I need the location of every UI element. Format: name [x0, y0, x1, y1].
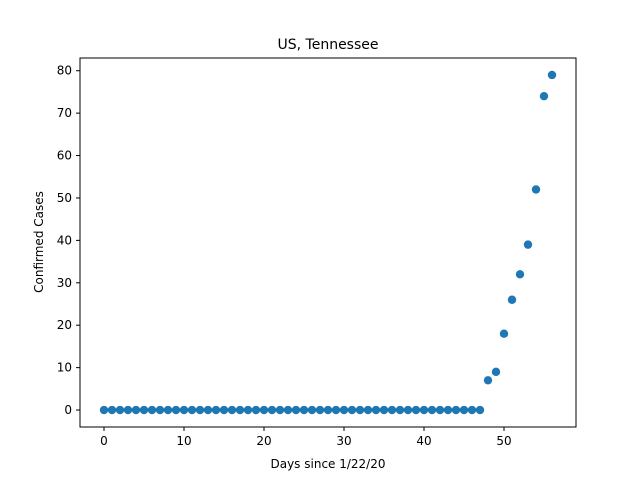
data-point [347, 405, 357, 415]
x-tick-label: 30 [336, 434, 351, 448]
data-point [539, 91, 549, 101]
data-point [259, 405, 269, 415]
data-point [523, 240, 533, 249]
data-point [467, 405, 477, 415]
y-tick-label: 50 [57, 191, 72, 205]
y-tick-label: 40 [57, 233, 72, 247]
data-point [243, 405, 253, 415]
data-point [99, 405, 109, 415]
data-point [155, 405, 165, 415]
data-point [483, 376, 493, 385]
data-point [107, 405, 117, 415]
data-point [363, 405, 373, 415]
x-tick-label: 10 [176, 434, 191, 448]
y-axis-ticks: 0 10 20 30 40 50 60 70 80 [57, 64, 80, 417]
data-point [451, 405, 461, 415]
data-point [387, 405, 397, 415]
data-point [283, 405, 293, 415]
data-point [419, 405, 429, 415]
data-point [355, 405, 365, 415]
data-point [147, 405, 157, 415]
data-point [475, 405, 485, 415]
data-point [123, 405, 133, 415]
data-point [459, 405, 469, 415]
plot-frame [79, 57, 577, 428]
data-point [163, 405, 173, 415]
data-point [179, 405, 189, 415]
data-point [395, 405, 405, 415]
data-points [99, 70, 557, 415]
x-tick-label: 50 [496, 434, 511, 448]
data-point [251, 405, 261, 415]
x-tick-label: 40 [416, 434, 431, 448]
x-axis-label: Days since 1/22/20 [270, 457, 385, 471]
data-point [115, 405, 125, 415]
y-tick-label: 30 [57, 276, 72, 290]
data-point [507, 295, 517, 304]
y-axis-label: Confirmed Cases [32, 191, 46, 293]
data-point [435, 405, 445, 415]
y-tick-label: 70 [57, 106, 72, 120]
data-point [211, 405, 221, 415]
data-point [331, 405, 341, 415]
data-point [323, 405, 333, 415]
data-point [547, 70, 557, 80]
data-point [171, 405, 181, 415]
data-point [299, 405, 309, 415]
x-axis-ticks: 0 10 20 30 40 50 [100, 427, 512, 448]
data-point [443, 405, 453, 415]
data-point [411, 405, 421, 415]
y-tick-label: 10 [57, 361, 72, 375]
y-tick-label: 80 [57, 64, 72, 78]
data-point [427, 405, 437, 415]
data-point [339, 405, 349, 415]
chart-title: US, Tennessee [278, 37, 379, 53]
data-point [307, 405, 317, 415]
data-point [403, 405, 413, 415]
data-point [187, 405, 197, 415]
data-point [235, 405, 245, 415]
data-point [131, 405, 141, 415]
data-point [315, 405, 325, 415]
x-tick-label: 20 [256, 434, 271, 448]
data-point [499, 329, 509, 338]
data-point [219, 405, 229, 415]
data-point [203, 405, 213, 415]
data-point [139, 405, 149, 415]
y-tick-label: 20 [57, 318, 72, 332]
data-point [227, 405, 237, 415]
data-point [371, 405, 381, 415]
data-point [515, 270, 525, 279]
data-point [531, 185, 541, 194]
data-point [291, 405, 301, 415]
data-point [275, 405, 285, 415]
data-point [379, 405, 389, 415]
data-point [195, 405, 205, 415]
data-point [267, 405, 277, 415]
y-tick-label: 60 [57, 149, 72, 163]
y-tick-label: 0 [64, 403, 72, 417]
x-tick-label: 0 [100, 434, 108, 448]
data-point [491, 367, 501, 377]
